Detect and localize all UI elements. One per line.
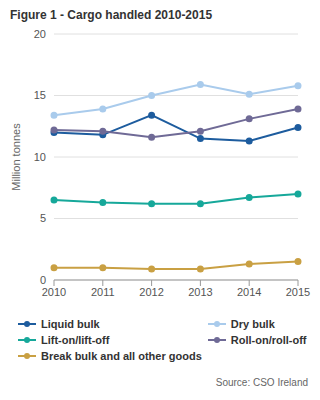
svg-text:2010: 2010	[42, 286, 66, 298]
svg-text:20: 20	[34, 28, 46, 40]
svg-text:Million tonnes: Million tonnes	[10, 123, 22, 191]
html-text:Liquid bulk: Liquid bulk	[41, 318, 100, 330]
html-text:Lift-on/lift-off: Lift-on/lift-off	[41, 334, 110, 346]
svg-text:2011: 2011	[91, 286, 115, 298]
svg-text:2015: 2015	[286, 286, 310, 298]
svg-text:2012: 2012	[139, 286, 163, 298]
html-text:Break bulk and all other goods: Break bulk and all other goods	[41, 350, 202, 362]
svg-text:2014: 2014	[237, 286, 261, 298]
html-text:Source: CSO Ireland: Source: CSO Ireland	[215, 377, 308, 388]
svg-text:0: 0	[40, 274, 46, 286]
html-text:Dry bulk: Dry bulk	[230, 318, 275, 330]
html-text:Figure 1 - Cargo handled 2010-: Figure 1 - Cargo handled 2010-2015	[10, 8, 213, 22]
svg-text:10: 10	[34, 151, 46, 163]
svg-text:2013: 2013	[188, 286, 212, 298]
html-text:Roll-on/roll-off: Roll-on/roll-off	[230, 334, 307, 346]
svg-text:15: 15	[34, 89, 46, 101]
svg-text:5: 5	[40, 212, 46, 224]
